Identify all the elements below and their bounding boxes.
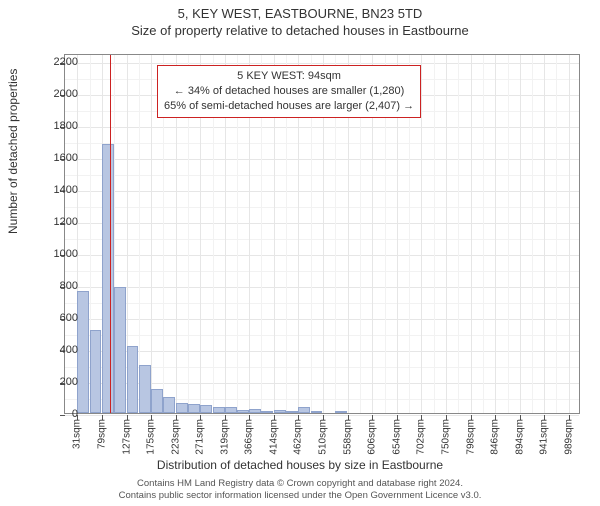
annotation-line3: 65% of semi-detached houses are larger (… (164, 99, 414, 114)
x-tick-label: 366sqm (244, 419, 255, 455)
grid-major-h (65, 415, 579, 416)
chart: 31sqm79sqm127sqm175sqm223sqm271sqm319sqm… (64, 54, 580, 414)
y-axis-label: Number of detached properties (6, 69, 20, 234)
histogram-bar (102, 144, 114, 413)
histogram-bar (77, 291, 89, 413)
histogram-bar (225, 407, 237, 413)
histogram-bar (200, 405, 212, 413)
grid-minor-v (532, 55, 533, 413)
x-tick-label: 702sqm (416, 419, 427, 455)
y-tick-label: 2200 (38, 56, 78, 68)
grid-major-h (65, 287, 579, 288)
plot-area: 31sqm79sqm127sqm175sqm223sqm271sqm319sqm… (64, 54, 580, 414)
y-tick-label: 0 (38, 408, 78, 420)
histogram-bar (249, 409, 261, 413)
grid-minor-v (458, 55, 459, 413)
histogram-bar (127, 346, 139, 413)
grid-minor-h (65, 303, 579, 304)
x-tick-label: 223sqm (170, 419, 181, 455)
x-tick-label: 510sqm (318, 419, 329, 455)
histogram-bar (237, 410, 249, 413)
y-tick-label: 600 (38, 312, 78, 324)
grid-major-v (151, 55, 152, 413)
histogram-bar (114, 287, 126, 413)
title-address: 5, KEY WEST, EASTBOURNE, BN23 5TD (0, 6, 600, 21)
grid-major-h (65, 63, 579, 64)
x-tick-label: 319sqm (220, 419, 231, 455)
grid-minor-h (65, 271, 579, 272)
grid-minor-v (508, 55, 509, 413)
grid-minor-h (65, 143, 579, 144)
grid-major-h (65, 255, 579, 256)
x-axis-label: Distribution of detached houses by size … (0, 458, 600, 472)
x-tick-label: 654sqm (391, 419, 402, 455)
x-tick-label: 750sqm (441, 419, 452, 455)
grid-minor-h (65, 175, 579, 176)
y-tick-label: 2000 (38, 88, 78, 100)
grid-minor-h (65, 239, 579, 240)
grid-major-h (65, 127, 579, 128)
histogram-bar (261, 411, 273, 413)
title-subtitle: Size of property relative to detached ho… (0, 23, 600, 38)
histogram-bar (176, 403, 188, 413)
grid-major-h (65, 319, 579, 320)
x-tick-label: 271sqm (195, 419, 206, 455)
x-tick-label: 606sqm (367, 419, 378, 455)
grid-major-h (65, 351, 579, 352)
grid-minor-v (483, 55, 484, 413)
x-tick-label: 175sqm (146, 419, 157, 455)
grid-major-v (446, 55, 447, 413)
annotation-box: 5 KEY WEST: 94sqm ← 34% of detached hous… (157, 65, 421, 118)
histogram-bar (90, 330, 102, 413)
y-tick-label: 1400 (38, 184, 78, 196)
x-tick-label: 31sqm (72, 419, 83, 449)
histogram-bar (139, 365, 151, 413)
x-tick-label: 894sqm (514, 419, 525, 455)
x-tick-label: 127sqm (121, 419, 132, 455)
x-tick-label: 462sqm (293, 419, 304, 455)
grid-major-h (65, 223, 579, 224)
grid-minor-v (556, 55, 557, 413)
histogram-bar (163, 397, 175, 413)
reference-line (110, 55, 111, 413)
y-tick-label: 1600 (38, 152, 78, 164)
histogram-bar (188, 404, 200, 413)
grid-major-v (520, 55, 521, 413)
x-tick-label: 798sqm (465, 419, 476, 455)
grid-minor-v (434, 55, 435, 413)
grid-major-v (421, 55, 422, 413)
y-tick-label: 1000 (38, 248, 78, 260)
histogram-bar (298, 407, 310, 413)
x-tick-label: 846sqm (490, 419, 501, 455)
y-tick-label: 400 (38, 344, 78, 356)
annotation-line1: 5 KEY WEST: 94sqm (164, 69, 414, 84)
grid-major-v (495, 55, 496, 413)
x-tick-label: 414sqm (268, 419, 279, 455)
histogram-bar (151, 389, 163, 413)
histogram-bar (274, 410, 286, 413)
grid-minor-h (65, 335, 579, 336)
x-tick-label: 941sqm (539, 419, 550, 455)
footnote-copyright: Contains HM Land Registry data © Crown c… (0, 478, 600, 489)
x-tick-label: 989sqm (563, 419, 574, 455)
y-tick-label: 1200 (38, 216, 78, 228)
histogram-bar (286, 411, 298, 413)
histogram-bar (335, 411, 347, 413)
grid-minor-h (65, 207, 579, 208)
y-tick-label: 1800 (38, 120, 78, 132)
grid-major-h (65, 159, 579, 160)
y-tick-label: 800 (38, 280, 78, 292)
grid-major-h (65, 191, 579, 192)
grid-major-v (544, 55, 545, 413)
grid-major-v (569, 55, 570, 413)
x-tick-label: 79sqm (96, 419, 107, 449)
histogram-bar (213, 407, 225, 413)
y-tick-label: 200 (38, 376, 78, 388)
x-tick-label: 558sqm (342, 419, 353, 455)
annotation-line2: ← 34% of detached houses are smaller (1,… (164, 84, 414, 99)
grid-minor-v (139, 55, 140, 413)
histogram-bar (311, 411, 323, 413)
grid-major-v (471, 55, 472, 413)
